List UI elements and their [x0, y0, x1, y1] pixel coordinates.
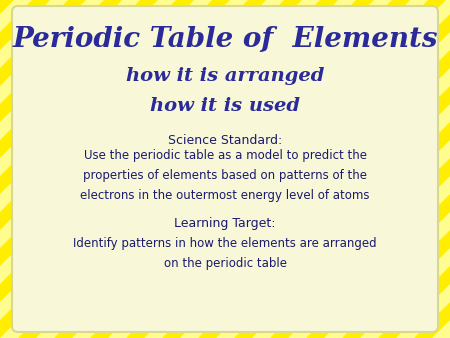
Polygon shape: [0, 0, 68, 338]
Polygon shape: [72, 0, 428, 338]
Polygon shape: [360, 0, 450, 338]
Polygon shape: [36, 0, 392, 338]
Text: Periodic Table of  Elements: Periodic Table of Elements: [12, 26, 438, 53]
Text: Science Standard:: Science Standard:: [168, 135, 282, 147]
Polygon shape: [0, 0, 140, 338]
Polygon shape: [324, 0, 450, 338]
Polygon shape: [0, 0, 356, 338]
Polygon shape: [0, 0, 248, 338]
Polygon shape: [108, 0, 450, 338]
Polygon shape: [0, 0, 320, 338]
FancyBboxPatch shape: [12, 6, 438, 332]
Text: how it is arranged: how it is arranged: [126, 67, 324, 85]
Text: how it is used: how it is used: [150, 97, 300, 115]
Text: Identify patterns in how the elements are arranged
on the periodic table: Identify patterns in how the elements ar…: [73, 238, 377, 270]
Text: Learning Target:: Learning Target:: [174, 217, 276, 230]
Polygon shape: [216, 0, 450, 338]
Polygon shape: [144, 0, 450, 338]
Polygon shape: [0, 0, 284, 338]
Polygon shape: [0, 0, 176, 338]
Polygon shape: [0, 0, 212, 338]
Polygon shape: [288, 0, 450, 338]
Polygon shape: [180, 0, 450, 338]
Polygon shape: [432, 0, 450, 338]
Polygon shape: [396, 0, 450, 338]
Polygon shape: [252, 0, 450, 338]
Polygon shape: [0, 0, 32, 338]
Polygon shape: [0, 0, 104, 338]
Text: Use the periodic table as a model to predict the
properties of elements based on: Use the periodic table as a model to pre…: [80, 149, 370, 202]
